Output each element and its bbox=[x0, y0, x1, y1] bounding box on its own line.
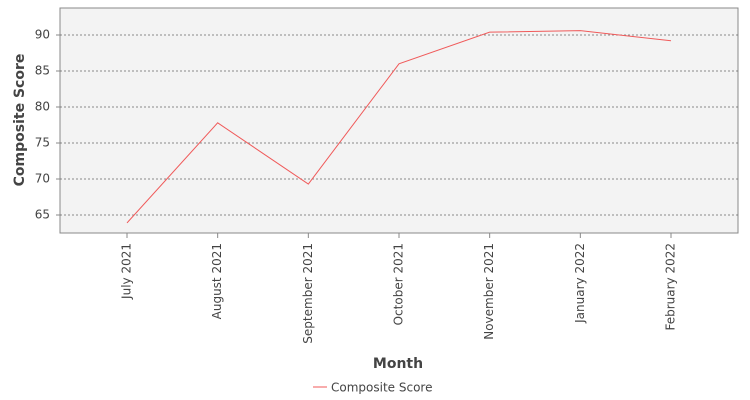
y-tick-label: 70 bbox=[35, 172, 50, 186]
y-axis-title: Composite Score bbox=[12, 54, 28, 187]
x-tick-label: July 2021 bbox=[120, 243, 134, 300]
plot-area bbox=[59, 7, 739, 234]
y-tick-label: 90 bbox=[35, 28, 50, 42]
x-tick-label: August 2021 bbox=[210, 243, 224, 319]
x-tick-label: September 2021 bbox=[301, 243, 315, 344]
x-tick-label: February 2022 bbox=[664, 243, 678, 331]
x-tick-label: October 2021 bbox=[392, 243, 406, 325]
x-tick-label: January 2022 bbox=[573, 243, 587, 324]
y-tick-label: 75 bbox=[35, 136, 50, 150]
x-axis-title: Month bbox=[373, 356, 423, 372]
y-tick-label: 85 bbox=[35, 64, 50, 78]
y-tick-label: 65 bbox=[35, 208, 50, 222]
line bbox=[126, 30, 672, 224]
x-tick-label: November 2021 bbox=[482, 243, 496, 340]
y-tick-label: 80 bbox=[35, 100, 50, 114]
legend-label: Composite Score bbox=[331, 381, 432, 395]
